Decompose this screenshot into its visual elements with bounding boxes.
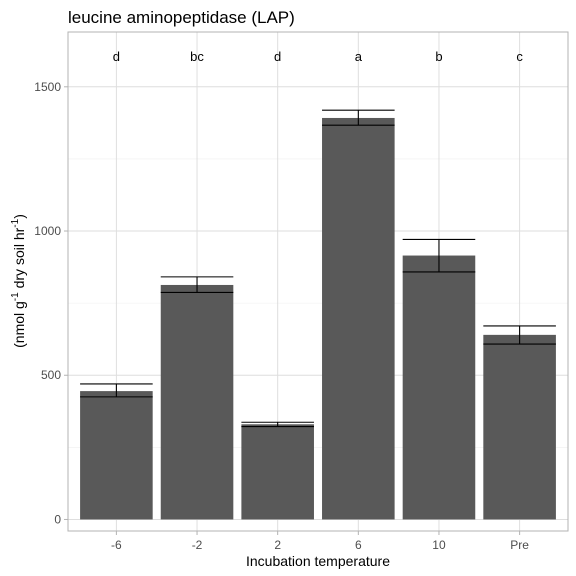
bar — [483, 334, 556, 520]
significance-letter: a — [355, 49, 363, 64]
y-tick-label: 0 — [54, 512, 61, 526]
y-axis-title-part: -1 — [10, 292, 21, 301]
bar — [322, 117, 395, 520]
significance-letter: c — [516, 49, 523, 64]
significance-letter: bc — [190, 49, 204, 64]
bar — [241, 424, 314, 520]
y-axis-title: (nmol g-1 dry soil hr-1) — [10, 214, 27, 348]
bar — [80, 391, 153, 520]
x-tick-label: 6 — [355, 538, 362, 552]
bars — [80, 117, 556, 520]
bar — [402, 255, 476, 520]
x-tick-label: -6 — [111, 538, 122, 552]
y-tick-label: 1000 — [34, 224, 61, 238]
error-bars — [80, 109, 556, 428]
significance-letter: d — [274, 49, 281, 64]
x-tick-label: -2 — [192, 538, 203, 552]
x-tick-label: 10 — [432, 538, 446, 552]
significance-letters: d bc d a b c — [113, 49, 524, 64]
y-axis-title-part: (nmol g — [11, 301, 27, 348]
significance-letter: b — [435, 49, 442, 64]
y-tick-label: 1500 — [34, 80, 61, 94]
y-axis-ticks: 0 500 1000 1500 — [34, 80, 68, 526]
x-tick-label: Pre — [510, 538, 529, 552]
y-axis-title-part: -1 — [10, 218, 21, 227]
y-axis-title-part: dry soil hr — [11, 227, 27, 292]
significance-letter: d — [113, 49, 120, 64]
plot-panel-border — [67, 31, 569, 532]
bar — [160, 284, 234, 520]
x-axis-ticks: -6 -2 2 6 10 Pre — [111, 531, 529, 552]
x-tick-label: 2 — [274, 538, 281, 552]
chart-title: leucine aminopeptidase (LAP) — [68, 8, 295, 27]
y-axis-title-part: ) — [11, 214, 27, 219]
y-tick-label: 500 — [41, 368, 61, 382]
x-axis-title: Incubation temperature — [246, 553, 390, 569]
